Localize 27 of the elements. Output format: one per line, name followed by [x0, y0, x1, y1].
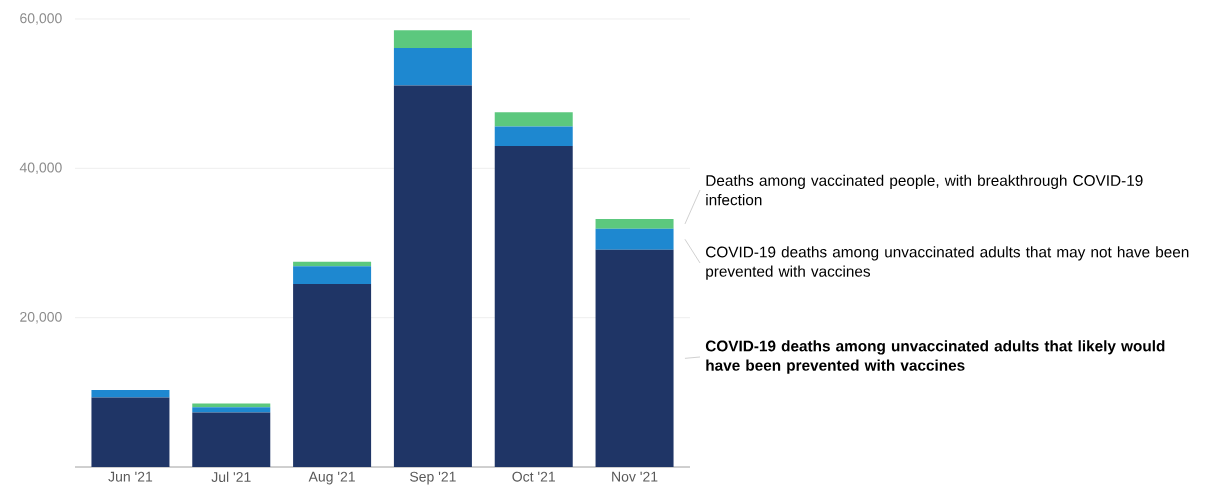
x-tick-label: Oct '21: [512, 471, 555, 482]
bar: [494, 112, 573, 127]
x-tick-label: Aug '21: [308, 471, 355, 485]
bar: [393, 85, 472, 467]
x-tick-label: Jul '21: [211, 471, 251, 482]
bar: [393, 30, 472, 49]
bar: [293, 284, 372, 467]
bar: [393, 48, 472, 86]
text: COVID-19 deaths among unvaccinated adults that may not have been prevented with vaccines: [706, 246, 1189, 280]
text: Deaths among vaccinated people, with breakthrough COVID-19 infection: [706, 174, 1143, 206]
bar: [595, 228, 674, 250]
bar: [595, 219, 674, 229]
bar: [595, 249, 674, 467]
bar: [494, 145, 573, 467]
x-tick-label: Jun '21: [108, 471, 153, 482]
bar: [293, 266, 372, 285]
x-tick-label: Nov '21: [612, 471, 658, 482]
y-tick-label: 20,000: [20, 311, 62, 324]
bar: [91, 390, 170, 398]
y-tick-label: 40,000: [19, 162, 62, 175]
y-tick-label: 60,000: [20, 13, 62, 25]
bar: [494, 126, 573, 146]
bar: [91, 397, 170, 467]
bar: [192, 407, 271, 413]
text: COVID-19 deaths among unvaccinated adults that likely would have been prevented with vaccines: [705, 340, 1165, 374]
bar: [192, 412, 271, 467]
x-tick-label: Sep '21: [410, 471, 456, 485]
